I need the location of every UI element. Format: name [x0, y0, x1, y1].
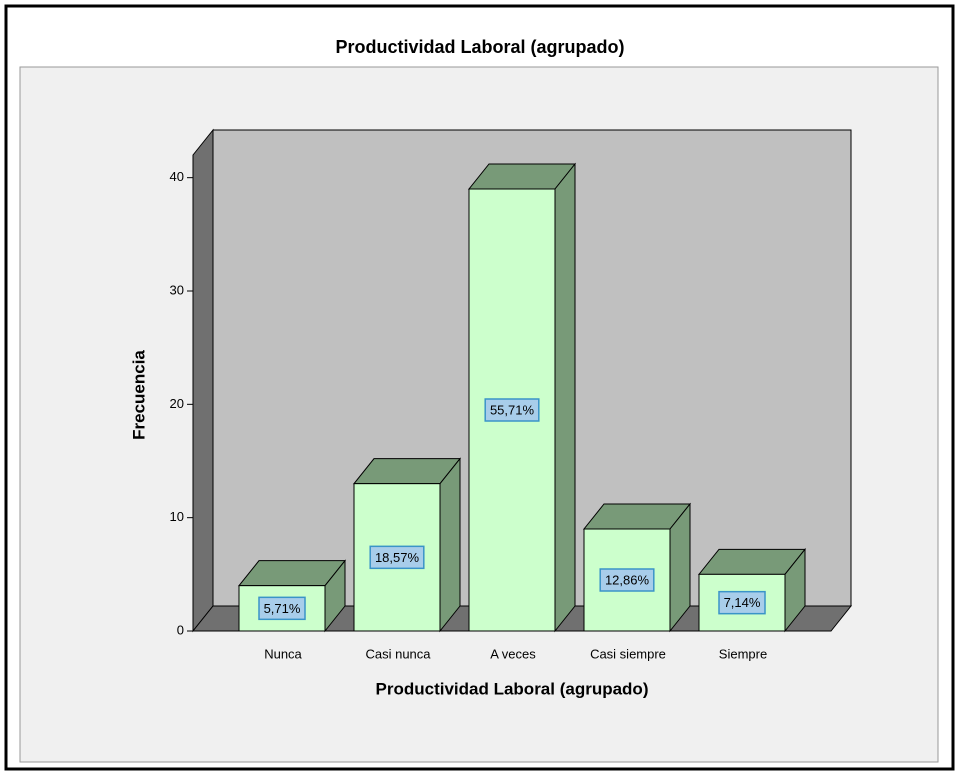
value-label: 55,71% [490, 402, 535, 417]
value-label: 18,57% [375, 550, 420, 565]
value-label-box [369, 545, 425, 570]
bar-side [439, 457, 461, 633]
value-label-box [718, 590, 766, 615]
y-axis-title: Frecuencia [129, 350, 148, 440]
bar [698, 573, 786, 632]
value-label: 12,86% [605, 572, 650, 587]
value-label: 5,71% [264, 601, 301, 616]
x-tick-label: Casi nunca [365, 646, 431, 661]
y-tick-label: 20 [170, 396, 184, 411]
y-tick-label: 10 [170, 509, 184, 524]
value-label-box [599, 568, 655, 592]
x-tick-label: A veces [490, 646, 536, 661]
y-tick-label: 30 [170, 282, 184, 297]
bar [583, 528, 671, 632]
y-tick-label: 0 [177, 622, 184, 637]
x-tick-label: Casi siempre [590, 646, 666, 661]
x-tick-label: Siempre [719, 646, 767, 661]
y-tick-label: 40 [170, 169, 184, 184]
value-label: 7,14% [724, 595, 761, 610]
left-wall [192, 128, 214, 633]
value-label-box [258, 596, 306, 621]
bar-side [554, 162, 576, 633]
chart-title: Productividad Laboral (agrupado) [335, 37, 624, 57]
value-label-box [484, 398, 540, 422]
x-tick-label: Nunca [264, 646, 302, 661]
x-axis-title: Productividad Laboral (agrupado) [376, 679, 649, 698]
